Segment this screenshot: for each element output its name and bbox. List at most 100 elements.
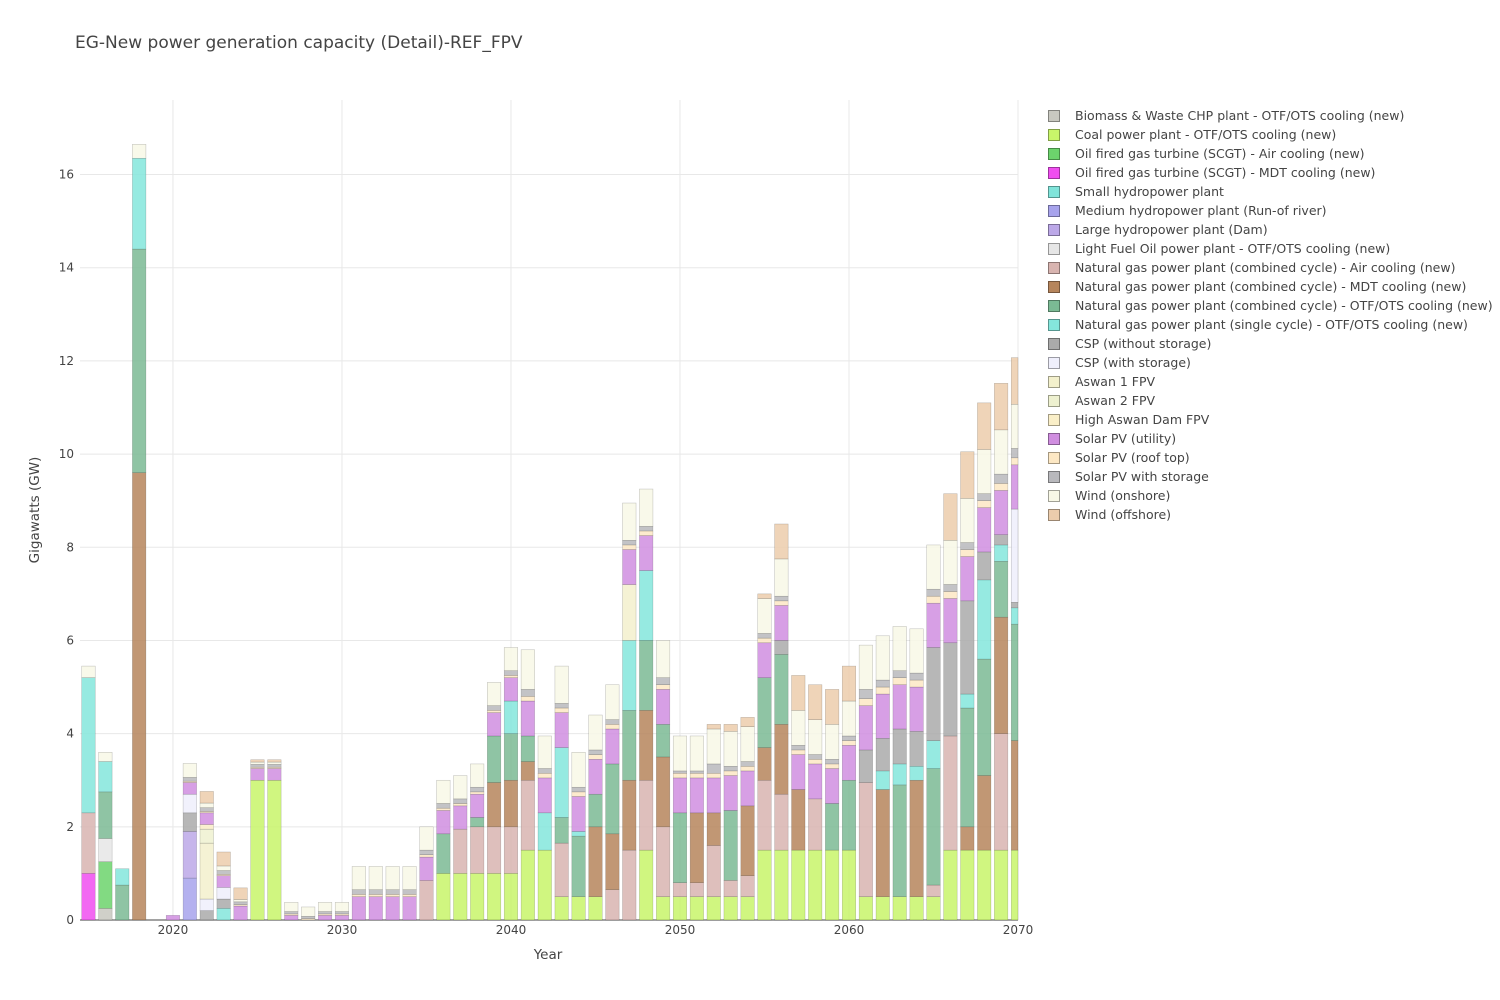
bar-segment[interactable] bbox=[909, 686, 924, 732]
bar-segment[interactable] bbox=[419, 880, 434, 921]
bar-segment[interactable] bbox=[689, 770, 704, 774]
bar-segment[interactable] bbox=[503, 779, 518, 828]
bar-segment[interactable] bbox=[960, 451, 975, 499]
bar-segment[interactable] bbox=[318, 915, 333, 921]
bar-segment[interactable] bbox=[774, 849, 789, 921]
bar-segment[interactable] bbox=[892, 784, 907, 897]
bar-segment[interactable] bbox=[470, 793, 485, 818]
bar-segment[interactable] bbox=[520, 649, 535, 690]
bar-segment[interactable] bbox=[1010, 740, 1019, 851]
bar-segment[interactable] bbox=[216, 887, 231, 900]
bar-segment[interactable] bbox=[250, 759, 265, 763]
bar-segment[interactable] bbox=[841, 735, 857, 741]
bar-segment[interactable] bbox=[503, 700, 518, 734]
bar-segment[interactable] bbox=[774, 724, 789, 795]
bar-segment[interactable] bbox=[385, 896, 400, 921]
bar-segment[interactable] bbox=[233, 899, 248, 903]
bar-segment[interactable] bbox=[571, 791, 586, 797]
bar-segment[interactable] bbox=[757, 677, 772, 748]
legend-item[interactable]: Natural gas power plant (combined cycle)… bbox=[1048, 258, 1493, 277]
bar-segment[interactable] bbox=[503, 675, 518, 678]
bar-segment[interactable] bbox=[689, 812, 704, 883]
bar-segment[interactable] bbox=[81, 873, 96, 921]
bar-segment[interactable] bbox=[909, 766, 924, 781]
bar-segment[interactable] bbox=[994, 429, 1009, 475]
bar-segment[interactable] bbox=[470, 786, 485, 793]
bar-segment[interactable] bbox=[588, 759, 603, 795]
bar-segment[interactable] bbox=[436, 810, 451, 835]
bar-segment[interactable] bbox=[182, 777, 197, 782]
legend-item[interactable]: Medium hydropower plant (Run-of river) bbox=[1048, 201, 1493, 220]
bar-segment[interactable] bbox=[402, 889, 417, 895]
bar-segment[interactable] bbox=[503, 677, 518, 702]
bar-segment[interactable] bbox=[892, 684, 907, 730]
bar-segment[interactable] bbox=[689, 777, 704, 814]
bar-segment[interactable] bbox=[875, 789, 890, 897]
bar-segment[interactable] bbox=[977, 493, 992, 501]
bar-segment[interactable] bbox=[994, 849, 1009, 921]
legend-item[interactable]: Wind (onshore) bbox=[1048, 486, 1493, 505]
bar-segment[interactable] bbox=[267, 764, 282, 768]
bar-segment[interactable] bbox=[892, 728, 907, 765]
bar-segment[interactable] bbox=[199, 824, 214, 830]
bar-segment[interactable] bbox=[436, 833, 451, 874]
bar-segment[interactable] bbox=[487, 705, 502, 711]
bar-segment[interactable] bbox=[994, 473, 1009, 484]
bar-segment[interactable] bbox=[1010, 403, 1019, 449]
bar-segment[interactable] bbox=[875, 738, 890, 772]
legend-item[interactable]: High Aswan Dam FPV bbox=[1048, 410, 1493, 429]
bar-segment[interactable] bbox=[656, 756, 671, 828]
bar-segment[interactable] bbox=[808, 763, 823, 800]
bar-segment[interactable] bbox=[520, 689, 535, 697]
bar-segment[interactable] bbox=[453, 775, 468, 800]
bar-segment[interactable] bbox=[132, 248, 147, 473]
bar-segment[interactable] bbox=[808, 849, 823, 921]
bar-segment[interactable] bbox=[385, 889, 400, 895]
bar-segment[interactable] bbox=[960, 549, 975, 557]
bar-segment[interactable] bbox=[977, 849, 992, 921]
bar-segment[interactable] bbox=[216, 908, 231, 921]
bar-segment[interactable] bbox=[943, 849, 958, 921]
legend-item[interactable]: Light Fuel Oil power plant - OTF/OTS coo… bbox=[1048, 239, 1493, 258]
legend-item[interactable]: Coal power plant - OTF/OTS cooling (new) bbox=[1048, 125, 1493, 144]
bar-segment[interactable] bbox=[774, 640, 789, 655]
bar-segment[interactable] bbox=[977, 775, 992, 851]
bar-segment[interactable] bbox=[1010, 602, 1019, 609]
bar-segment[interactable] bbox=[808, 798, 823, 851]
bar-segment[interactable] bbox=[301, 906, 316, 917]
legend-item[interactable]: Biomass & Waste CHP plant - OTF/OTS cool… bbox=[1048, 106, 1493, 125]
bar-segment[interactable] bbox=[385, 894, 400, 897]
bar-segment[interactable] bbox=[723, 766, 738, 772]
bar-segment[interactable] bbox=[1010, 457, 1019, 466]
bar-segment[interactable] bbox=[571, 786, 586, 793]
bar-segment[interactable] bbox=[774, 654, 789, 725]
bar-segment[interactable] bbox=[757, 779, 772, 851]
bar-segment[interactable] bbox=[825, 763, 840, 769]
bar-segment[interactable] bbox=[267, 759, 282, 763]
legend-item[interactable]: Solar PV (roof top) bbox=[1048, 448, 1493, 467]
bar-segment[interactable] bbox=[774, 600, 789, 606]
bar-segment[interactable] bbox=[250, 761, 265, 765]
bar-segment[interactable] bbox=[909, 896, 924, 921]
bar-segment[interactable] bbox=[622, 584, 637, 641]
bar-segment[interactable] bbox=[588, 896, 603, 921]
bar-segment[interactable] bbox=[689, 772, 704, 779]
bar-segment[interactable] bbox=[875, 770, 890, 790]
bar-segment[interactable] bbox=[554, 842, 569, 897]
bar-segment[interactable] bbox=[115, 868, 130, 886]
bar-segment[interactable] bbox=[554, 896, 569, 921]
bar-segment[interactable] bbox=[605, 724, 620, 730]
bar-segment[interactable] bbox=[656, 896, 671, 921]
bar-segment[interactable] bbox=[487, 826, 502, 874]
bar-segment[interactable] bbox=[199, 807, 214, 812]
bar-segment[interactable] bbox=[723, 880, 738, 897]
bar-segment[interactable] bbox=[622, 710, 637, 781]
bar-segment[interactable] bbox=[351, 866, 366, 890]
bar-segment[interactable] bbox=[1010, 448, 1019, 459]
bar-segment[interactable] bbox=[639, 530, 654, 536]
legend-item[interactable]: Small hydropower plant bbox=[1048, 182, 1493, 201]
bar-segment[interactable] bbox=[825, 768, 840, 804]
bar-segment[interactable] bbox=[723, 775, 738, 811]
bar-segment[interactable] bbox=[977, 507, 992, 553]
bar-segment[interactable] bbox=[706, 845, 721, 897]
